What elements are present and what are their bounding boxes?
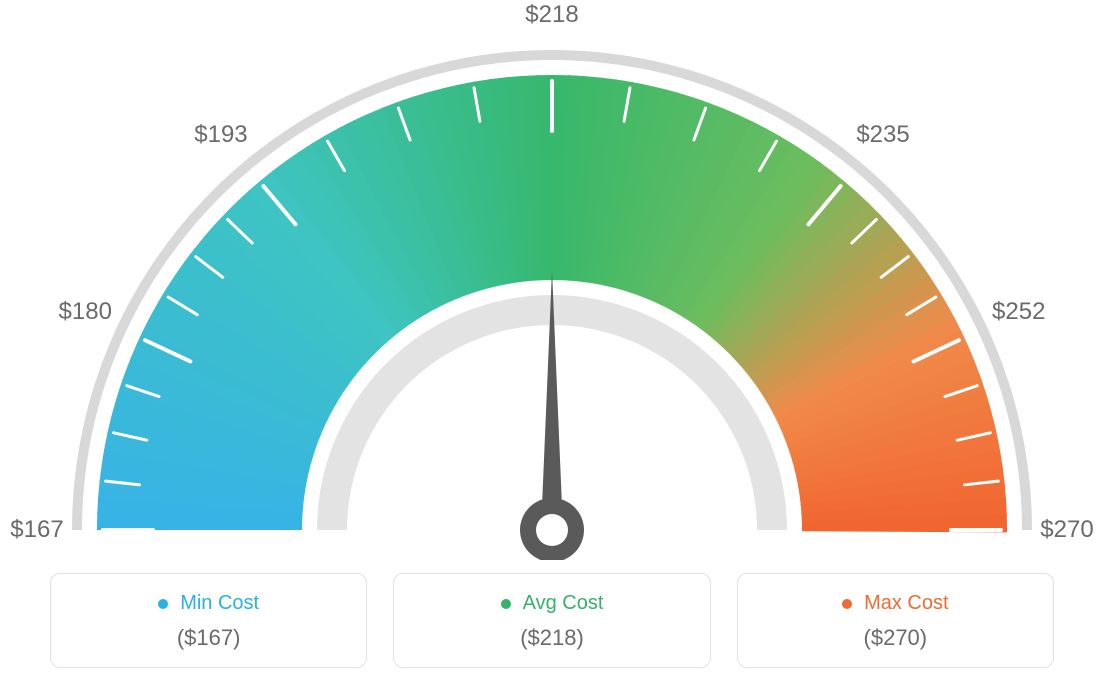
legend-card-avg: Avg Cost ($218) [393,573,710,668]
legend-card-min: Min Cost ($167) [50,573,367,668]
gauge-tick-label: $252 [992,298,1045,326]
legend-value-avg: ($218) [404,625,699,651]
legend-row: Min Cost ($167) Avg Cost ($218) Max Cost… [50,573,1054,668]
cost-gauge-chart: $167 $180 $193 $218 $235 $252 $270 [0,0,1104,560]
gauge-tick-label: $270 [1040,516,1093,544]
legend-title-max: Max Cost [842,592,948,615]
gauge-tick-label: $235 [856,121,909,149]
legend-title-avg: Avg Cost [501,592,604,615]
legend-value-min: ($167) [61,625,356,651]
legend-card-max: Max Cost ($270) [737,573,1054,668]
legend-title-min: Min Cost [158,592,259,615]
gauge-tick-label: $218 [525,1,578,29]
gauge-svg [0,0,1104,560]
gauge-tick-label: $193 [194,121,247,149]
legend-value-max: ($270) [748,625,1043,651]
gauge-tick-label: $167 [10,516,63,544]
gauge-tick-label: $180 [59,298,112,326]
